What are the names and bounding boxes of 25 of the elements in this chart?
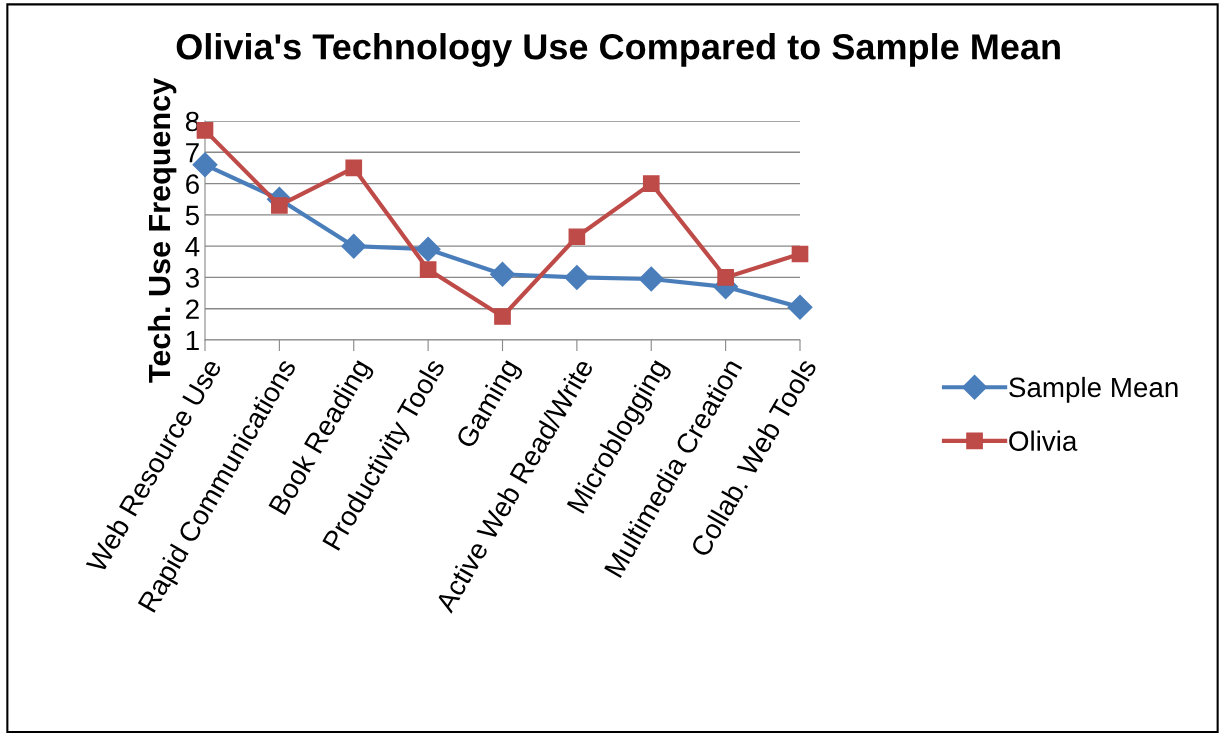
point <box>271 197 288 214</box>
point <box>490 261 515 287</box>
y-tick-label: 5 <box>185 205 199 226</box>
point <box>717 269 734 286</box>
point <box>494 308 511 325</box>
y-tick-label: 3 <box>185 268 199 288</box>
point <box>638 266 664 292</box>
point <box>564 264 590 290</box>
y-tick-label: 2 <box>186 299 199 319</box>
y-axis-title: Tech. Use Frequency <box>147 78 177 383</box>
point <box>568 228 586 246</box>
y-tick-label: 7 <box>186 143 199 163</box>
legend-label: Olivia <box>1009 430 1078 451</box>
point <box>642 175 660 192</box>
y-tick-label: 6 <box>186 174 199 194</box>
point <box>787 294 813 320</box>
point <box>341 233 367 259</box>
legend-label: Sample Mean <box>1009 376 1178 403</box>
point <box>345 159 363 177</box>
y-tick-label: 1 <box>186 330 199 351</box>
point <box>419 261 437 278</box>
y-tick-label: 4 <box>185 237 200 257</box>
point <box>415 236 441 262</box>
point <box>791 245 809 263</box>
chart-title: Olivia's Technology Use Compared to Sample Mean <box>176 33 1060 67</box>
